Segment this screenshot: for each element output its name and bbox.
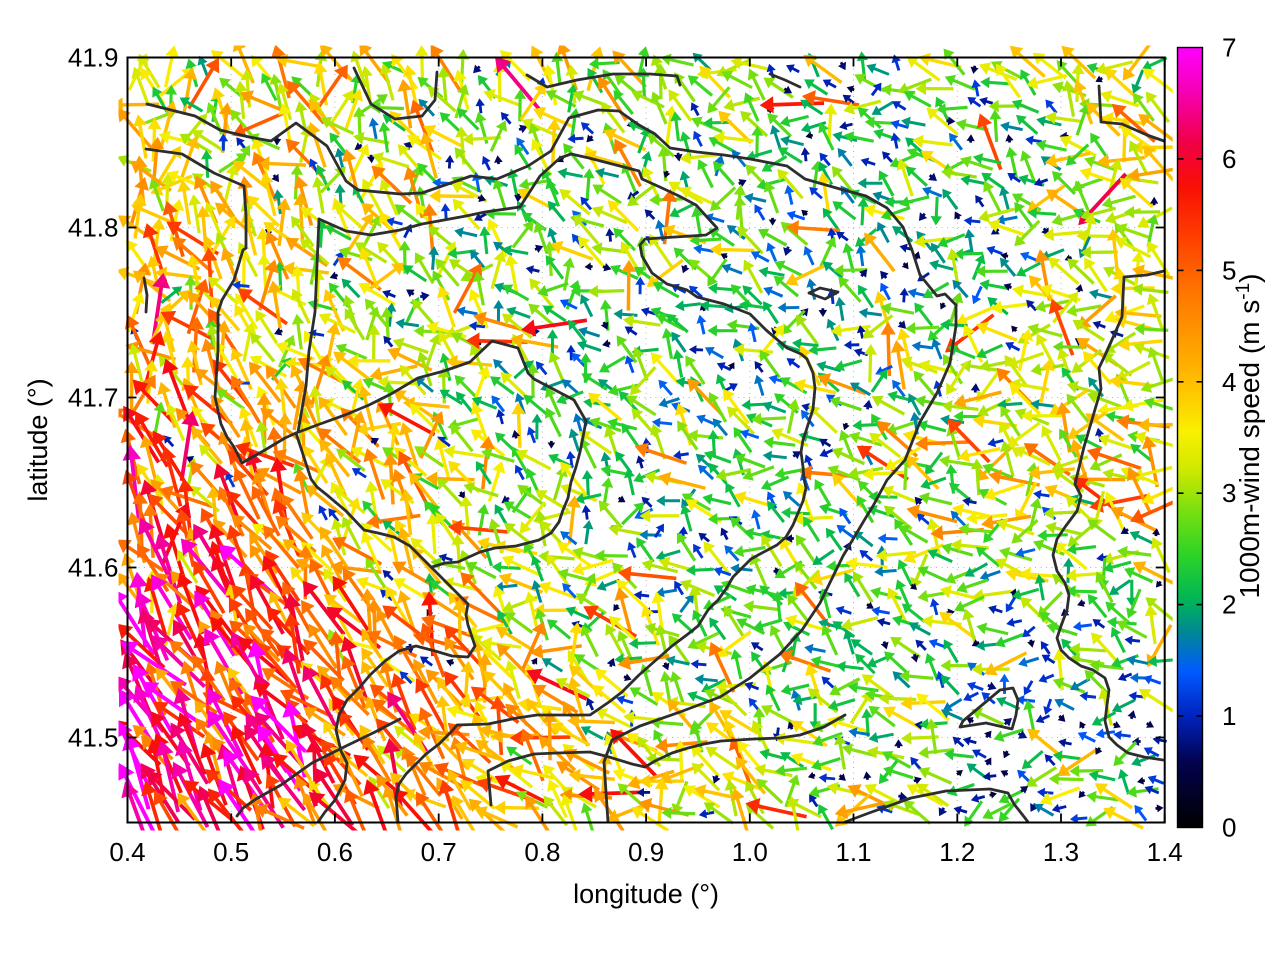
- svg-text:0.6: 0.6: [317, 837, 353, 867]
- svg-text:1.2: 1.2: [939, 837, 975, 867]
- svg-text:0.8: 0.8: [524, 837, 560, 867]
- svg-text:1: 1: [1222, 701, 1236, 731]
- svg-text:0.5: 0.5: [213, 837, 249, 867]
- svg-text:0.7: 0.7: [421, 837, 457, 867]
- svg-text:latitude (°): latitude (°): [23, 378, 53, 501]
- svg-text:2: 2: [1222, 590, 1236, 620]
- svg-text:3: 3: [1222, 478, 1236, 508]
- svg-text:6: 6: [1222, 144, 1236, 174]
- svg-text:0.4: 0.4: [109, 837, 145, 867]
- svg-text:41.6: 41.6: [68, 553, 119, 583]
- svg-text:41.5: 41.5: [68, 723, 119, 753]
- svg-text:1000m-wind speed (m s-1): 1000m-wind speed (m s-1): [1233, 273, 1265, 598]
- svg-text:5: 5: [1222, 255, 1236, 285]
- svg-text:longitude (°): longitude (°): [573, 879, 719, 909]
- svg-text:41.7: 41.7: [68, 383, 119, 413]
- svg-text:0.9: 0.9: [628, 837, 664, 867]
- svg-text:41.8: 41.8: [68, 213, 119, 243]
- svg-text:7: 7: [1222, 33, 1236, 63]
- svg-text:1.0: 1.0: [732, 837, 768, 867]
- svg-text:1.3: 1.3: [1043, 837, 1079, 867]
- svg-text:0: 0: [1222, 813, 1236, 843]
- svg-text:1.1: 1.1: [835, 837, 871, 867]
- svg-text:4: 4: [1222, 367, 1236, 397]
- svg-text:41.9: 41.9: [68, 43, 119, 73]
- svg-text:1.4: 1.4: [1147, 837, 1183, 867]
